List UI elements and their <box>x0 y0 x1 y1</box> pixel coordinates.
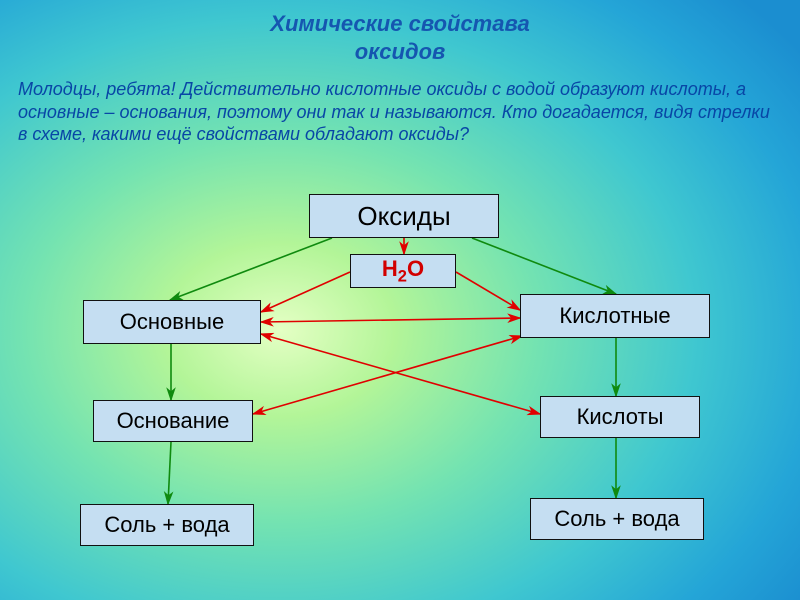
arrow-basic_br-to-acids_l <box>261 334 540 414</box>
arrow-oxides_bl-to-basic_top <box>170 238 332 300</box>
arrow-basic_r-to-acidic_l <box>261 318 520 322</box>
node-acids: Кислоты <box>540 396 700 438</box>
arrow-h2o_left-to-basic_right <box>261 272 350 312</box>
arrow-h2o_right-to-acidic_left <box>456 272 520 310</box>
node-acidic: Кислотные <box>520 294 710 338</box>
node-base: Основание <box>93 400 253 442</box>
node-salt-left: Соль + вода <box>80 504 254 546</box>
arrow-base_r-to-acidic_bl <box>253 336 522 414</box>
node-salt-right: Соль + вода <box>530 498 704 540</box>
intro-paragraph: Молодцы, ребята! Действительно кислотные… <box>18 78 778 146</box>
h2o-formula: H2O <box>382 256 424 286</box>
arrow-base_bot-to-salt_l_top <box>168 442 171 504</box>
node-oxides: Оксиды <box>309 194 499 238</box>
arrow-oxides_br-to-acidic_top <box>472 238 616 294</box>
node-h2o: H2O <box>350 254 456 288</box>
page-title: Химические свойстава оксидов <box>0 10 800 65</box>
node-basic: Основные <box>83 300 261 344</box>
